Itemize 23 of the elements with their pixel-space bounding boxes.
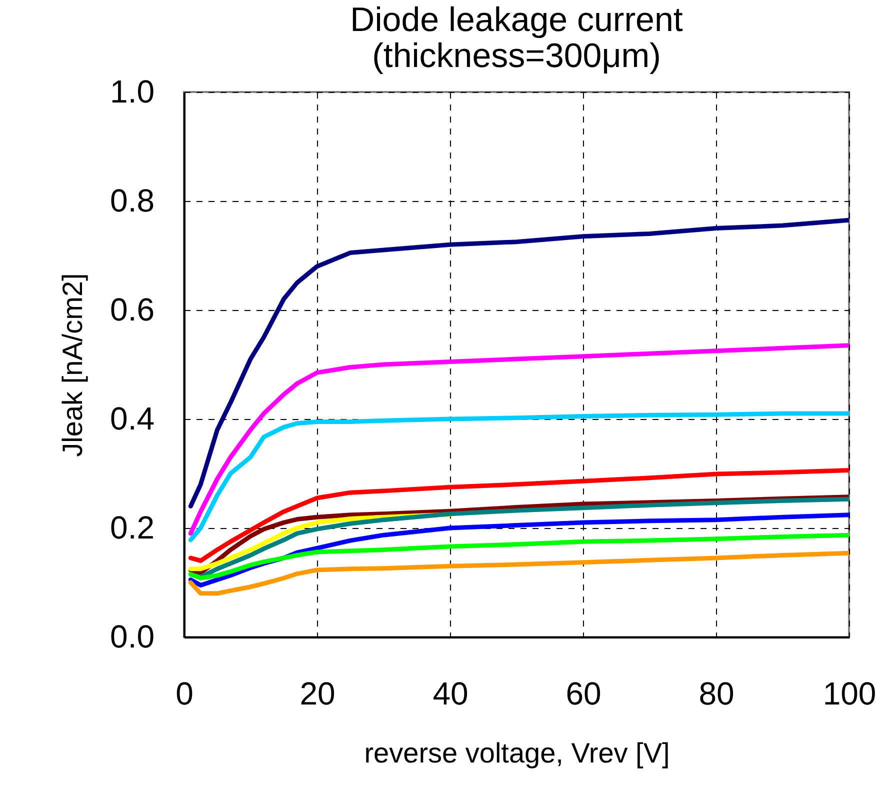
x-tick-label: 100	[822, 676, 876, 712]
y-tick-label: 0.6	[110, 292, 154, 328]
chart-subtitle: (thickness=300μm)	[372, 37, 661, 75]
line-series	[188, 411, 849, 542]
line-series	[188, 218, 849, 508]
line-series	[188, 532, 849, 580]
line-series	[188, 550, 849, 596]
y-tick-label: 0.8	[110, 182, 154, 218]
line-series	[188, 512, 849, 588]
y-tick-label: 1.0	[110, 74, 154, 110]
x-tick-label: 20	[300, 676, 336, 712]
x-tick-label: 80	[698, 676, 734, 712]
y-axis-title: Jleak [nA/cm2]	[57, 273, 88, 457]
line-series	[188, 343, 849, 536]
x-tick-label: 60	[566, 676, 602, 712]
x-tick-label: 0	[176, 676, 194, 712]
y-tick-label: 0.4	[110, 400, 154, 436]
line-series	[188, 468, 849, 563]
x-axis-title: reverse voltage, Vrev [V]	[364, 738, 670, 768]
y-tick-label: 0.0	[110, 618, 154, 654]
y-tick-label: 0.2	[110, 510, 154, 546]
chart-title: Diode leakage current	[350, 1, 684, 39]
x-tick-label: 40	[432, 676, 468, 712]
